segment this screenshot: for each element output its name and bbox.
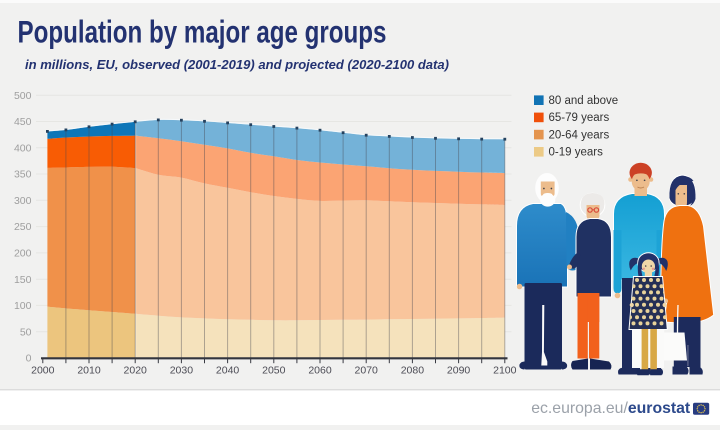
svg-text:100: 100 — [14, 300, 32, 312]
svg-text:0-19 years: 0-19 years — [549, 147, 604, 159]
svg-text:2050: 2050 — [262, 365, 286, 377]
svg-text:50: 50 — [20, 326, 32, 338]
svg-text:250: 250 — [14, 221, 32, 233]
svg-text:2030: 2030 — [170, 365, 194, 377]
svg-text:80 and above: 80 and above — [549, 95, 619, 107]
svg-text:2000: 2000 — [31, 365, 55, 377]
svg-text:2060: 2060 — [308, 365, 332, 377]
svg-text:350: 350 — [14, 169, 32, 181]
svg-text:ec.europa.eu/eurostat: ec.europa.eu/eurostat — [531, 400, 691, 417]
svg-text:2080: 2080 — [401, 365, 425, 377]
svg-text:in millions, EU, observed (200: in millions, EU, observed (2001-2019) an… — [25, 57, 449, 72]
svg-text:150: 150 — [14, 274, 32, 286]
svg-text:0: 0 — [26, 353, 32, 365]
svg-text:20-64 years: 20-64 years — [549, 129, 610, 141]
svg-text:450: 450 — [14, 116, 32, 128]
svg-text:2070: 2070 — [355, 365, 379, 377]
svg-text:Population by major age groups: Population by major age groups — [18, 14, 387, 50]
svg-text:2010: 2010 — [77, 365, 101, 377]
svg-text:65-79 years: 65-79 years — [549, 112, 610, 124]
svg-text:200: 200 — [14, 248, 32, 260]
svg-text:2090: 2090 — [447, 365, 471, 377]
svg-text:2100: 2100 — [493, 365, 517, 377]
svg-text:500: 500 — [14, 90, 32, 102]
svg-text:2020: 2020 — [124, 365, 148, 377]
svg-text:300: 300 — [14, 195, 32, 207]
svg-text:400: 400 — [14, 142, 32, 154]
svg-text:2040: 2040 — [216, 365, 240, 377]
